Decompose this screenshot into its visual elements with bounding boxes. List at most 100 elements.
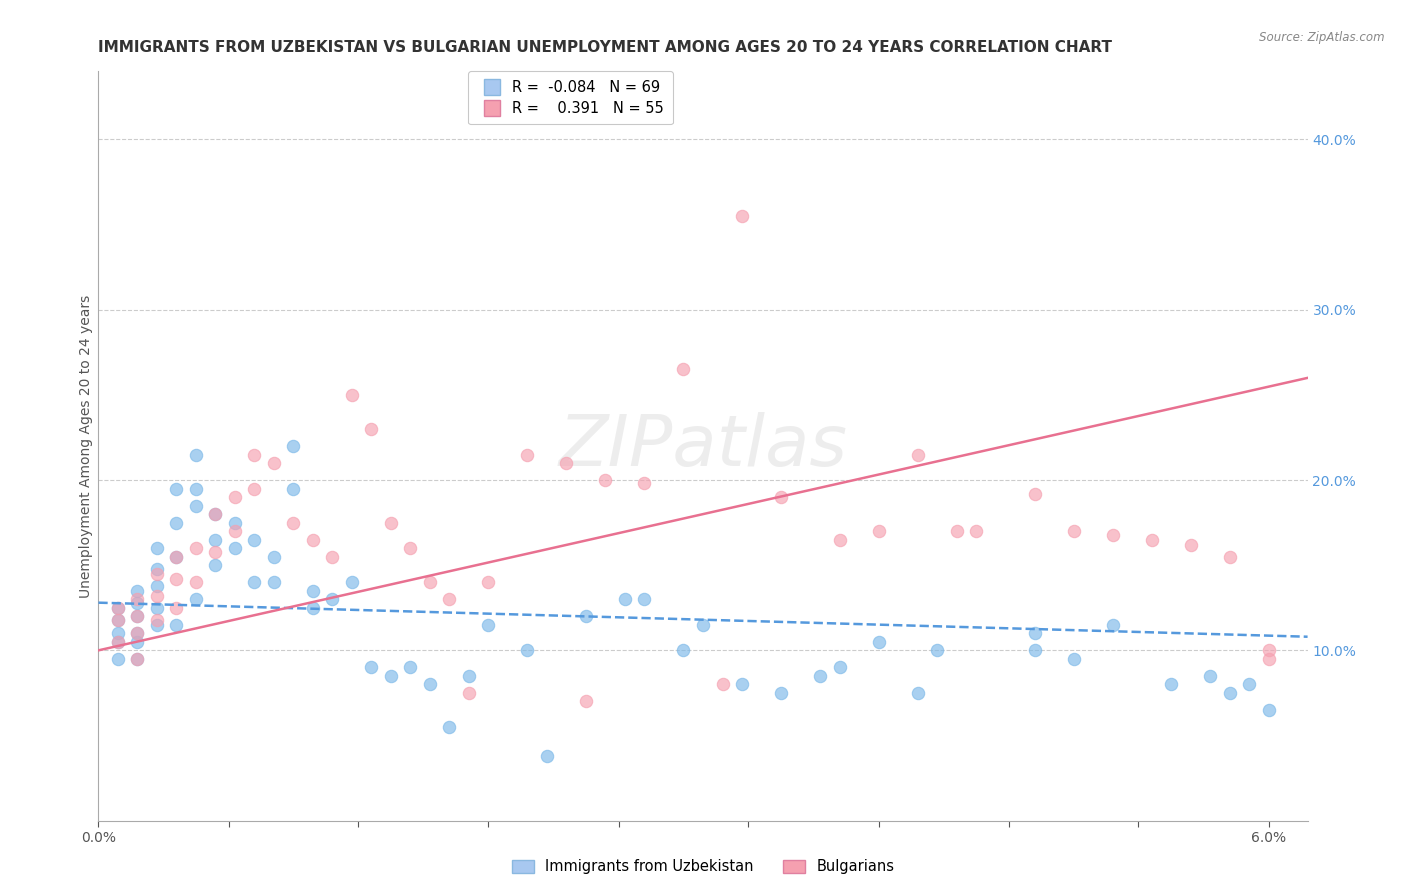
Point (263, 549, 285, 564)
Point (127, 626, 149, 640)
Point (769, 686, 792, 700)
Point (1237, 677, 1260, 691)
Legend: Immigrants from Uzbekistan, Bulgarians: Immigrants from Uzbekistan, Bulgarians (506, 854, 900, 880)
Point (204, 558, 226, 573)
Point (360, 660, 382, 674)
Point (146, 589, 169, 603)
Point (224, 490, 246, 504)
Point (146, 600, 169, 615)
Point (925, 643, 948, 657)
Point (907, 686, 929, 700)
Point (165, 482, 187, 496)
Point (165, 600, 187, 615)
Point (965, 524, 987, 538)
Point (692, 617, 714, 632)
Point (614, 592, 637, 607)
Point (1257, 652, 1279, 666)
Point (1180, 538, 1202, 552)
Point (283, 439, 305, 453)
Point (127, 635, 149, 649)
Text: ZIPatlas: ZIPatlas (558, 411, 848, 481)
Point (340, 575, 363, 590)
Point (184, 592, 207, 607)
Point (575, 609, 598, 624)
Point (731, 209, 754, 223)
Point (1063, 652, 1085, 666)
Point (107, 635, 129, 649)
Point (672, 643, 695, 657)
Point (1024, 643, 1046, 657)
Point (868, 524, 890, 538)
Point (127, 596, 149, 610)
Point (165, 572, 187, 586)
Point (283, 482, 305, 496)
Point (107, 600, 129, 615)
Point (828, 660, 851, 674)
Point (1219, 686, 1241, 700)
Point (769, 490, 792, 504)
Point (224, 541, 246, 556)
Point (127, 592, 149, 607)
Point (127, 626, 149, 640)
Point (575, 694, 598, 708)
Point (458, 686, 481, 700)
Point (107, 613, 129, 627)
Point (263, 575, 285, 590)
Point (184, 541, 207, 556)
Point (439, 592, 461, 607)
Point (828, 533, 851, 547)
Point (165, 549, 187, 564)
Point (127, 583, 149, 598)
Point (536, 748, 558, 763)
Point (204, 544, 226, 558)
Point (127, 609, 149, 624)
Point (380, 516, 402, 530)
Point (127, 609, 149, 624)
Point (672, 362, 695, 376)
Point (204, 533, 226, 547)
Point (224, 524, 246, 538)
Point (380, 669, 402, 683)
Point (1140, 533, 1163, 547)
Point (165, 617, 187, 632)
Y-axis label: Unemployment Among Ages 20 to 24 years: Unemployment Among Ages 20 to 24 years (79, 294, 93, 598)
Point (283, 516, 305, 530)
Point (184, 575, 207, 590)
Point (555, 456, 578, 470)
Point (243, 575, 266, 590)
Point (224, 516, 246, 530)
Point (1063, 524, 1085, 538)
Point (146, 541, 169, 556)
Point (127, 652, 149, 666)
Point (302, 583, 325, 598)
Point (1101, 617, 1123, 632)
Point (1257, 643, 1279, 657)
Point (107, 600, 129, 615)
Point (1101, 527, 1123, 541)
Text: IMMIGRANTS FROM UZBEKISTAN VS BULGARIAN UNEMPLOYMENT AMONG AGES 20 TO 24 YEARS C: IMMIGRANTS FROM UZBEKISTAN VS BULGARIAN … (98, 40, 1112, 55)
Point (419, 677, 441, 691)
Point (204, 507, 226, 521)
Point (1219, 549, 1241, 564)
Point (340, 388, 363, 402)
Point (808, 669, 831, 683)
Point (146, 613, 169, 627)
Point (419, 575, 441, 590)
Point (711, 677, 734, 691)
Point (165, 549, 187, 564)
Point (516, 643, 538, 657)
Point (302, 533, 325, 547)
Point (633, 476, 655, 491)
Point (868, 635, 890, 649)
Point (107, 635, 129, 649)
Point (907, 448, 929, 462)
Point (127, 652, 149, 666)
Point (107, 652, 129, 666)
Point (184, 499, 207, 513)
Point (1024, 626, 1046, 640)
Point (731, 677, 754, 691)
Point (360, 422, 382, 436)
Point (243, 448, 266, 462)
Point (321, 592, 343, 607)
Point (633, 592, 655, 607)
